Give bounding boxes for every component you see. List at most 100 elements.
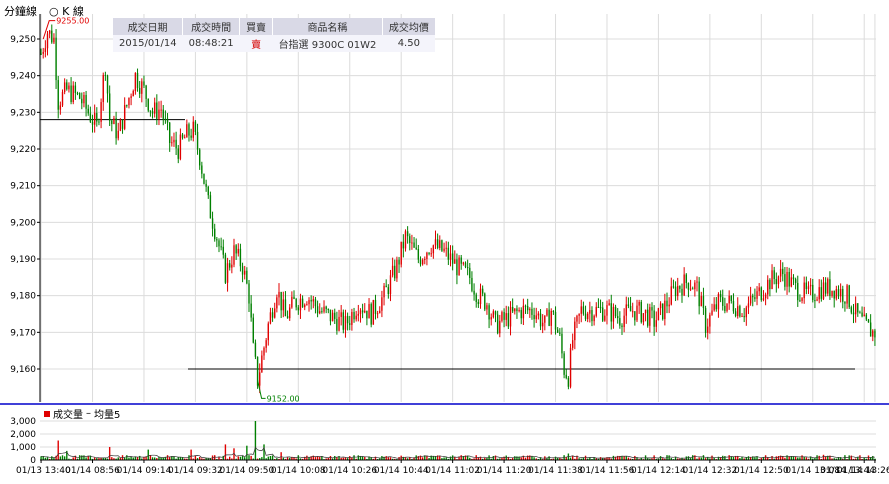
volume-bar [201,458,203,460]
candle-body [368,304,370,319]
candle-body [372,299,375,325]
volume-bar [837,457,840,460]
volume-bar [374,456,377,460]
candle-body [145,85,147,99]
volume-bar [565,457,567,460]
candle-body [535,315,537,320]
candle-body [591,310,593,322]
candle-body [762,298,765,301]
volume-bar [198,457,201,460]
volume-bar [689,458,692,460]
volume-bar [383,456,385,460]
candle-body [205,183,207,187]
candle-body [280,291,282,311]
y-tick-label: 9,210 [10,182,36,192]
candle-body [865,314,868,320]
candle-body [267,323,269,341]
candle-body [728,295,730,304]
candle-body [134,72,137,91]
volume-bar [724,456,726,460]
volume-bar [93,457,96,460]
volume-bar [681,457,683,460]
candle-body [443,248,445,251]
candle-body [244,270,246,275]
candle-body [374,299,377,314]
volume-bar [164,456,167,460]
volume-avg-legend-label: 均量5 [94,410,121,421]
volume-bar [713,457,715,460]
volume-bar [522,455,525,460]
volume-bar [578,458,580,460]
candle-body [608,303,610,306]
header-trade-time: 成交時間 [182,18,241,35]
volume-bar [153,457,156,460]
candle-body [293,296,295,300]
volume-bar [869,457,872,460]
candle-body [653,310,655,327]
high-annotation: 9255.00 [56,17,89,26]
volume-bar [797,457,799,460]
candle-body [216,239,218,241]
volume-bar [222,455,224,460]
candle-body [194,121,197,132]
volume-bar [136,457,139,460]
candle-body [835,289,838,299]
volume-bar [537,458,540,460]
volume-bar [441,458,443,460]
volume-legend: 成交量 – 均量5 [44,406,120,421]
candle-body [119,119,122,131]
candle-body [419,259,422,265]
candle-body [183,137,186,139]
volume-bar [794,456,797,460]
candle-body [291,296,293,308]
candle-body [239,248,242,267]
volume-bar [582,457,585,460]
volume-bar [507,457,510,460]
volume-bar [863,457,865,460]
candle-body [361,310,364,313]
volume-bar [719,457,722,460]
legend-dash: – [86,408,91,419]
candle-body [143,81,145,86]
candle-body [767,279,769,295]
candle-body [355,315,357,320]
volume-bar [119,457,122,460]
candle-body [743,315,745,318]
table-row: 2015/01/14 08:48:21 賣 台指選 9300C 01W2 4.5… [113,35,436,52]
volume-bar [370,457,372,460]
candle-body [674,286,677,297]
candle-body [685,274,687,283]
candle-body [102,75,104,103]
volume-bar [248,455,250,460]
candle-body [848,285,850,308]
candle-body [76,92,79,94]
candle-body [541,322,544,327]
volume-bar [269,455,272,460]
tab-kline[interactable]: ○ K 線 [49,3,84,19]
volume-bar [484,457,486,460]
volume-bar [391,458,394,460]
candle-body [334,312,336,319]
candle-body [501,312,503,321]
y-tick-label: 9,200 [10,218,36,228]
volume-bar [709,458,711,460]
candle-body [130,96,132,98]
volume-bar [299,458,302,460]
volume-bar [181,457,184,460]
price-candles [40,24,876,394]
volume-bar [809,456,812,460]
tab-minute-chart[interactable]: 分鐘線 [4,5,37,18]
x-tick-label: 01/14 09:50 [219,466,274,476]
volume-tick-label: 1,000 [10,443,36,453]
candle-body [434,239,437,246]
candle-body [301,298,304,308]
volume-bar [520,457,522,460]
volume-bar [421,457,424,460]
volume-legend-label: 成交量 [53,410,83,421]
volume-bar [571,455,574,460]
volume-bar [278,458,280,460]
volume-bar [196,458,199,460]
candle-body [627,304,630,307]
candle-body [44,48,47,52]
volume-bar [569,457,572,460]
